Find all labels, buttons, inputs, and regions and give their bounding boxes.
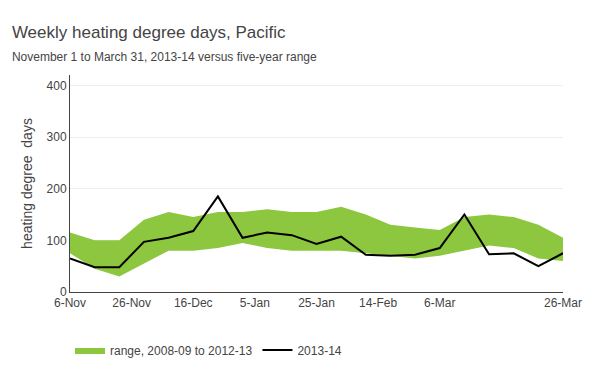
svg-text:5-Jan: 5-Jan	[240, 296, 270, 310]
svg-text:6-Nov: 6-Nov	[54, 296, 86, 310]
svg-text:400: 400	[47, 79, 67, 93]
svg-text:100: 100	[47, 234, 67, 248]
svg-text:0: 0	[60, 285, 67, 299]
svg-text:range, 2008-09 to 2012-13: range, 2008-09 to 2012-13	[110, 344, 252, 358]
svg-text:16-Dec: 16-Dec	[174, 296, 213, 310]
svg-text:300: 300	[47, 130, 67, 144]
svg-text:2013-14: 2013-14	[297, 344, 341, 358]
svg-text:6-Mar: 6-Mar	[424, 296, 455, 310]
svg-text:Weekly heating degree days, Pa: Weekly heating degree days, Pacific	[12, 23, 286, 42]
svg-text:14-Feb: 14-Feb	[359, 296, 397, 310]
svg-text:November 1 to March 31, 2013-1: November 1 to March 31, 2013-14 versus f…	[12, 50, 317, 64]
svg-text:200: 200	[47, 182, 67, 196]
svg-text:heating degree days: heating degree days	[19, 118, 35, 249]
svg-text:26-Nov: 26-Nov	[112, 296, 151, 310]
svg-text:26-Mar: 26-Mar	[544, 296, 582, 310]
svg-text:25-Jan: 25-Jan	[298, 296, 335, 310]
